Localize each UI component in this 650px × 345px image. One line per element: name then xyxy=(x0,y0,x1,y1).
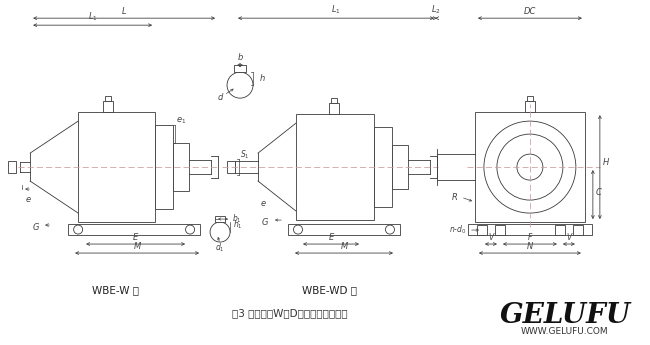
Text: G: G xyxy=(32,223,38,231)
Bar xyxy=(527,96,533,101)
Circle shape xyxy=(385,225,395,234)
Text: $e_1$: $e_1$ xyxy=(176,116,187,126)
Bar xyxy=(329,103,339,114)
Bar xyxy=(475,112,585,222)
Bar xyxy=(331,98,337,103)
Text: $h_1$: $h_1$ xyxy=(233,219,242,231)
Text: $b_1$: $b_1$ xyxy=(232,213,242,225)
Text: V: V xyxy=(566,233,571,242)
Text: V: V xyxy=(488,233,493,242)
Bar xyxy=(495,225,505,235)
Bar xyxy=(105,96,111,101)
Bar xyxy=(573,225,583,235)
Bar xyxy=(155,125,173,209)
Text: e: e xyxy=(261,199,266,208)
Text: $L_2$: $L_2$ xyxy=(431,4,441,16)
Text: $S_1$: $S_1$ xyxy=(240,149,250,161)
Text: GELUFU: GELUFU xyxy=(499,302,630,328)
Text: $L_1$: $L_1$ xyxy=(331,4,341,16)
Circle shape xyxy=(227,72,253,98)
Circle shape xyxy=(517,154,543,180)
Text: M: M xyxy=(341,241,348,250)
Text: G: G xyxy=(262,218,268,227)
Bar xyxy=(78,112,155,222)
Bar xyxy=(555,225,565,235)
Bar xyxy=(103,101,113,112)
Text: R: R xyxy=(452,193,458,201)
Text: M: M xyxy=(133,241,140,250)
Bar xyxy=(392,145,408,189)
Text: E: E xyxy=(133,233,138,241)
Circle shape xyxy=(73,225,83,234)
Bar xyxy=(215,216,225,222)
Bar xyxy=(227,161,235,173)
Text: b: b xyxy=(237,53,242,62)
Text: C: C xyxy=(596,188,602,197)
Bar xyxy=(173,143,189,191)
Bar xyxy=(477,225,487,235)
Text: H: H xyxy=(603,158,609,167)
Text: 图3 双级卧式W（D）型减速器的外形: 图3 双级卧式W（D）型减速器的外形 xyxy=(232,308,348,318)
Text: WBE-W 型: WBE-W 型 xyxy=(92,285,138,295)
Bar xyxy=(68,224,200,235)
Text: DC: DC xyxy=(524,7,536,16)
Text: L: L xyxy=(122,7,126,16)
Circle shape xyxy=(210,222,230,242)
Text: WBE-WD 型: WBE-WD 型 xyxy=(302,285,358,295)
Bar xyxy=(374,127,392,207)
Circle shape xyxy=(484,121,576,213)
Text: N: N xyxy=(526,242,533,251)
Text: WWW.GELUFU.COM: WWW.GELUFU.COM xyxy=(521,326,608,335)
Text: e: e xyxy=(25,195,31,204)
Bar xyxy=(296,114,374,220)
Bar xyxy=(468,224,592,235)
Bar xyxy=(288,224,400,235)
Text: $L_1$: $L_1$ xyxy=(88,11,97,23)
Text: d: d xyxy=(217,92,223,102)
Bar xyxy=(525,101,535,112)
Text: $d_1$: $d_1$ xyxy=(215,242,225,254)
Bar xyxy=(8,161,16,173)
Circle shape xyxy=(294,225,302,234)
Bar xyxy=(234,65,246,72)
Text: E: E xyxy=(328,233,333,241)
Text: F: F xyxy=(528,233,532,242)
Circle shape xyxy=(185,225,194,234)
Text: $n$-$d_0$: $n$-$d_0$ xyxy=(449,224,467,236)
Text: h: h xyxy=(260,73,265,83)
Circle shape xyxy=(497,134,563,200)
